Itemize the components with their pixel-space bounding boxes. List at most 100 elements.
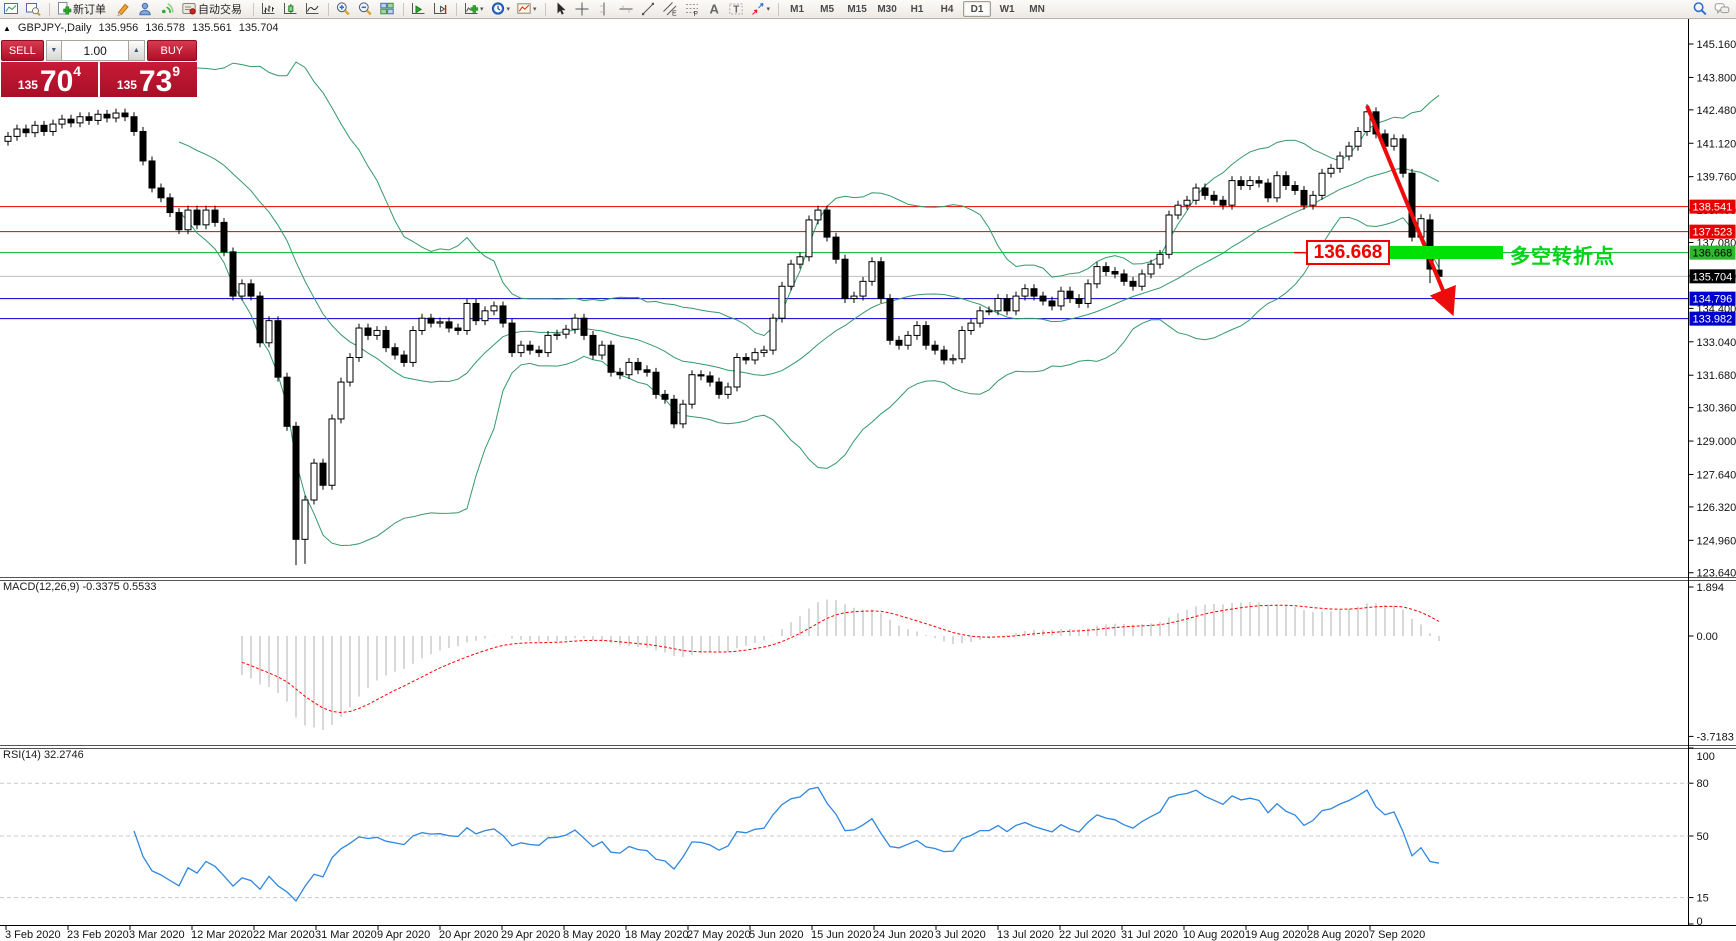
channel-icon: E <box>662 2 677 17</box>
horizontal-line-button[interactable] <box>615 0 637 19</box>
toolbar-separator <box>403 2 404 16</box>
zoom-out-button[interactable] <box>354 0 376 19</box>
zoom-in-button[interactable] <box>332 0 354 19</box>
trend-arrow[interactable] <box>1365 105 1456 317</box>
svg-text:A: A <box>709 2 719 17</box>
svg-text:28 Aug 2020: 28 Aug 2020 <box>1307 929 1369 941</box>
volume-decrease-button[interactable]: ▼ <box>45 40 63 61</box>
svg-text:18 May 2020: 18 May 2020 <box>625 929 689 941</box>
svg-text:27 May 2020: 27 May 2020 <box>687 929 751 941</box>
ohlc-low: 135.561 <box>192 22 232 34</box>
svg-text:50: 50 <box>1697 831 1709 843</box>
sell-quote[interactable]: 135 70 4 <box>1 62 98 97</box>
text-button[interactable]: A <box>703 0 725 19</box>
line-chart-button[interactable] <box>301 0 323 19</box>
svg-text:-3.7183: -3.7183 <box>1697 731 1734 743</box>
toolbar-separator <box>778 2 780 16</box>
label-icon: T <box>728 3 743 16</box>
volume-increase-button[interactable]: ▲ <box>128 40 145 61</box>
timeframe-mn-button[interactable]: MN <box>1029 3 1045 15</box>
svg-text:23 Feb 2020: 23 Feb 2020 <box>67 929 129 941</box>
chat-button[interactable] <box>1711 0 1733 19</box>
macd-indicator: 1.894 0.00 -3.7183 <box>241 582 1734 743</box>
svg-text:145.160: 145.160 <box>1697 39 1736 51</box>
templates-button[interactable]: ▾ <box>513 0 540 19</box>
fibonacci-button[interactable]: F <box>681 0 703 19</box>
svg-text:1.894: 1.894 <box>1697 582 1725 594</box>
chart-shift-icon <box>434 3 447 14</box>
candles <box>4 104 1443 566</box>
fibonacci-icon: F <box>685 4 698 17</box>
timeframe-h4-button[interactable]: H4 <box>940 3 954 15</box>
bar-chart-button[interactable] <box>257 0 279 19</box>
symbol-name: GBPJPY-,Daily <box>17 22 92 34</box>
macd-label: MACD(12,26,9) -0.3375 0.5533 <box>3 581 157 593</box>
timeframe-m15-button[interactable]: M15 <box>847 3 867 15</box>
price-badge <box>1689 269 1736 284</box>
turning-point-bar[interactable] <box>1388 246 1503 259</box>
volume-input[interactable] <box>62 40 129 61</box>
signals-button[interactable] <box>156 0 178 19</box>
buy-quote[interactable]: 135 73 9 <box>100 62 197 97</box>
one-click-trading-panel: SELL ▼ ▲ BUY 135 70 4 135 73 9 <box>1 40 198 97</box>
svg-text:124.960: 124.960 <box>1697 535 1736 547</box>
svg-text:100: 100 <box>1697 751 1715 763</box>
timeframe-d1-button[interactable]: D1 <box>963 1 992 17</box>
timeframe-m5-button[interactable]: M5 <box>820 3 835 15</box>
zoom-in-icon <box>336 2 350 16</box>
sell-price-prefix: 135 <box>17 78 38 92</box>
periods-button[interactable]: ▾ <box>487 0 514 19</box>
arrows-button[interactable]: ▾ <box>747 0 774 19</box>
ohlc-open: 135.956 <box>98 22 139 34</box>
svg-text:142.480: 142.480 <box>1697 105 1736 117</box>
community-button[interactable] <box>134 0 156 19</box>
search-icon <box>1693 2 1707 16</box>
auto-scroll-icon <box>412 3 425 14</box>
dropdown-caret-icon[interactable]: ▾ <box>480 6 484 13</box>
svg-text:131.680: 131.680 <box>1697 370 1736 382</box>
price-badge <box>1689 199 1736 214</box>
sell-button[interactable]: SELL <box>1 40 44 61</box>
timeframe-m1-button[interactable]: M1 <box>790 3 805 15</box>
svg-text:F: F <box>693 11 697 17</box>
svg-text:31 Mar 2020: 31 Mar 2020 <box>315 929 377 941</box>
candle-chart-button[interactable] <box>279 0 301 19</box>
buy-button[interactable]: BUY <box>146 40 198 61</box>
timeframe-w1-button[interactable]: W1 <box>999 3 1015 15</box>
dropdown-caret-icon[interactable]: ▾ <box>506 6 511 13</box>
timeframe-m30-button[interactable]: M30 <box>877 3 897 15</box>
svg-text:13 Jul 2020: 13 Jul 2020 <box>997 929 1054 941</box>
svg-text:134.796: 134.796 <box>1693 294 1733 306</box>
crosshair-button[interactable] <box>571 0 593 19</box>
autotrade-button-label: 自动交易 <box>198 4 242 16</box>
svg-text:135.704: 135.704 <box>1693 271 1733 283</box>
equidistant-channel-button[interactable]: E <box>659 0 681 19</box>
cursor-button[interactable] <box>549 0 571 19</box>
timeframe-h1-button[interactable]: H1 <box>910 3 924 15</box>
dropdown-caret-icon[interactable]: ▾ <box>533 6 537 13</box>
trendline-icon <box>641 2 654 16</box>
trendline-button[interactable] <box>637 0 659 19</box>
svg-text:9 Apr 2020: 9 Apr 2020 <box>377 929 430 941</box>
cursor-icon <box>557 2 566 15</box>
collapse-arrow-icon[interactable]: ▲ <box>3 23 11 33</box>
auto-scroll-button[interactable] <box>407 0 429 19</box>
dropdown-caret-icon[interactable]: ▾ <box>766 6 771 13</box>
arrows-icon <box>751 3 764 15</box>
vertical-line-button[interactable] <box>593 0 615 19</box>
search-button[interactable] <box>1689 0 1711 19</box>
svg-text:0: 0 <box>1697 916 1703 928</box>
chart-shift-button[interactable] <box>429 0 451 19</box>
new-order-button[interactable]: 新订单 <box>53 0 112 19</box>
styler-button[interactable] <box>112 0 134 19</box>
profiles-button[interactable] <box>22 0 44 19</box>
charts-panel-button[interactable] <box>0 0 22 19</box>
text-label-button[interactable]: T <box>725 0 747 19</box>
indicators-button[interactable]: ▾ <box>460 0 487 19</box>
toolbar-separator <box>544 2 546 16</box>
price-annotation-box[interactable]: 136.668 <box>1306 240 1390 265</box>
autotrade-button[interactable]: 自动交易 <box>178 0 248 19</box>
tile-windows-button[interactable] <box>376 0 398 19</box>
turning-point-label[interactable]: 多空转折点 <box>1510 246 1615 268</box>
